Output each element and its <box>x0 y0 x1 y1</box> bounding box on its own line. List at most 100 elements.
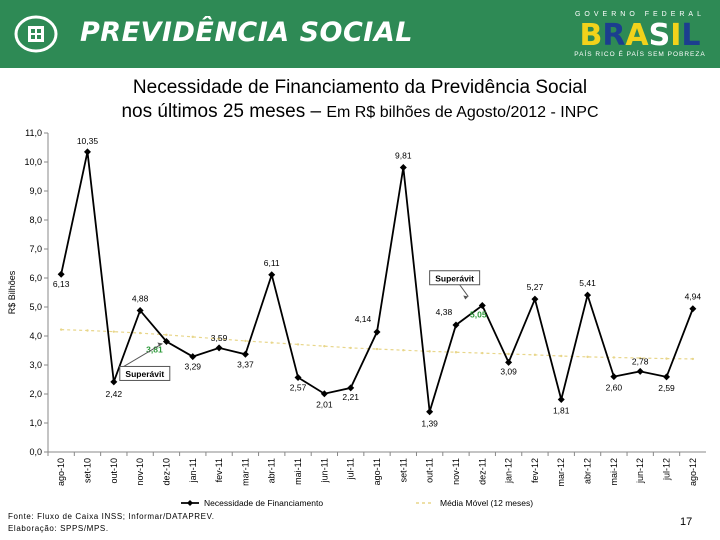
financing-need-point <box>241 350 249 358</box>
financing-need-point <box>426 408 434 416</box>
x-tick-label: jan-12 <box>504 458 514 484</box>
financing-need-point <box>478 302 486 310</box>
data-label: 4,94 <box>685 292 702 302</box>
x-tick-label: mai-11 <box>293 458 303 485</box>
surplus-callout-1-text: Superávit <box>125 369 164 379</box>
title-line-2: nos últimos 25 meses – Em R$ bilhões de … <box>0 100 720 125</box>
y-tick-label: 0,0 <box>29 447 42 457</box>
title-line-1: Necessidade de Financiamento da Previdên… <box>132 77 588 98</box>
moving-average-point <box>86 329 89 332</box>
moving-average-point <box>244 339 247 343</box>
data-label: 3,37 <box>237 359 254 369</box>
government-label: GOVERNO FEDERAL <box>574 11 705 18</box>
financing-need-point <box>83 148 91 156</box>
government-slogan: PAÍS RICO É PAÍS SEM POBREZA <box>574 51 706 58</box>
data-label: 3,29 <box>184 362 201 372</box>
x-tick-label: dez-11 <box>477 458 487 485</box>
data-label: 6,13 <box>53 279 70 289</box>
moving-average-point <box>586 355 589 359</box>
footer-source: Fonte: Fluxo de Caixa INSS; Informar/DAT… <box>8 511 215 535</box>
data-label: 5,41 <box>579 278 596 288</box>
data-label: 6,11 <box>264 258 280 268</box>
moving-average-point <box>191 335 194 339</box>
header-bar: PREVIDÊNCIA SOCIAL GOVERNO FEDERAL BRASI… <box>0 0 720 68</box>
financing-need-point <box>215 344 223 352</box>
financing-need-point <box>636 367 644 375</box>
financing-need-point <box>110 378 118 386</box>
financing-need-point <box>610 373 618 381</box>
x-tick-label: abr-11 <box>267 458 277 483</box>
financing-need-point <box>399 164 407 172</box>
moving-average-point <box>665 357 668 360</box>
x-tick-label: fev-12 <box>530 458 540 483</box>
brasil-logo: BRASIL <box>579 18 701 53</box>
y-tick-label: 4,0 <box>29 331 42 341</box>
y-tick-label: 9,0 <box>29 186 42 196</box>
surplus-callout-2-text: Superávit <box>435 273 474 283</box>
financing-need-point <box>531 295 539 303</box>
moving-average-point <box>428 350 431 353</box>
data-label: 2,60 <box>606 383 623 393</box>
x-tick-label: set-11 <box>398 458 408 482</box>
financing-need-point <box>189 353 197 361</box>
x-tick-label: mar-11 <box>240 458 250 486</box>
data-label: 3,09 <box>500 366 517 376</box>
y-tick-label: 10,0 <box>24 157 42 167</box>
moving-average-point <box>402 349 405 352</box>
x-tick-label: jul-12 <box>662 458 672 481</box>
x-tick-label: fev-11 <box>214 458 224 482</box>
legend-moving-average-label: Média Móvel (12 meses) <box>440 498 533 508</box>
data-label: 4,88 <box>132 293 149 303</box>
page-number: 17 <box>680 516 693 528</box>
financing-need-point <box>557 396 565 404</box>
y-tick-label: 5,0 <box>29 302 42 312</box>
financing-need-point <box>136 306 144 314</box>
x-tick-label: mar-12 <box>556 458 566 487</box>
x-tick-label: nov-10 <box>135 458 145 486</box>
surplus-callout-1-arrowhead <box>157 342 163 347</box>
moving-average-point <box>533 353 537 357</box>
x-tick-label: ago-10 <box>56 458 66 486</box>
legend-financing-label: Necessidade de Financiamento <box>204 498 323 508</box>
data-label: 2,42 <box>106 389 123 399</box>
data-label: 3,59 <box>211 333 228 343</box>
x-tick-label: set-10 <box>82 458 92 483</box>
y-tick-label: 1,0 <box>29 418 42 428</box>
data-label: 4,14 <box>355 314 372 324</box>
x-tick-label: out-11 <box>425 458 435 483</box>
financing-need-point <box>162 338 170 346</box>
moving-average-point <box>165 333 168 337</box>
x-tick-label: nov-11 <box>451 458 461 485</box>
source-text: Fonte: Fluxo de Caixa INSS; Informar/DAT… <box>8 512 215 521</box>
financing-need-point <box>663 373 671 381</box>
x-tick-label: abr-12 <box>583 458 593 484</box>
previdencia-logo-icon <box>14 15 58 53</box>
moving-average-point <box>217 337 221 341</box>
moving-average-point <box>375 347 379 351</box>
y-axis-title: R$ Bilhões <box>7 270 17 314</box>
financing-need-point <box>294 373 302 381</box>
data-label: 5,27 <box>527 282 544 292</box>
surplus-callout-2-arrowhead <box>463 295 469 300</box>
financing-need-point <box>505 358 513 366</box>
surplus-callout-1-arrow <box>123 343 163 367</box>
x-tick-label: jun-12 <box>635 458 645 484</box>
moving-average-point <box>112 330 116 333</box>
data-label: 1,39 <box>421 419 438 429</box>
moving-average-point <box>691 357 695 361</box>
x-tick-label: mai-12 <box>609 458 619 486</box>
x-tick-label: jul-11 <box>346 458 356 480</box>
surplus-callout-1-box <box>119 365 171 381</box>
y-tick-label: 8,0 <box>29 215 42 225</box>
data-label: 2,01 <box>316 400 333 410</box>
financing-need-point <box>268 271 276 279</box>
data-label: 4,38 <box>436 307 453 317</box>
y-tick-label: 7,0 <box>29 244 42 254</box>
data-label: 9,81 <box>395 151 412 161</box>
x-tick-label: dez-10 <box>161 458 171 486</box>
financing-need-point <box>373 328 381 336</box>
financing-need-point <box>320 390 328 398</box>
financing-line-chart: 0,0 1,0 2,0 3,0 4,0 5,0 6,0 7,0 8,0 9,0 10,0 11,0 R$… <box>7 128 706 508</box>
moving-average-point <box>138 331 142 335</box>
prepared-by-text: Elaboração: SPPS/MPS. <box>8 524 109 533</box>
